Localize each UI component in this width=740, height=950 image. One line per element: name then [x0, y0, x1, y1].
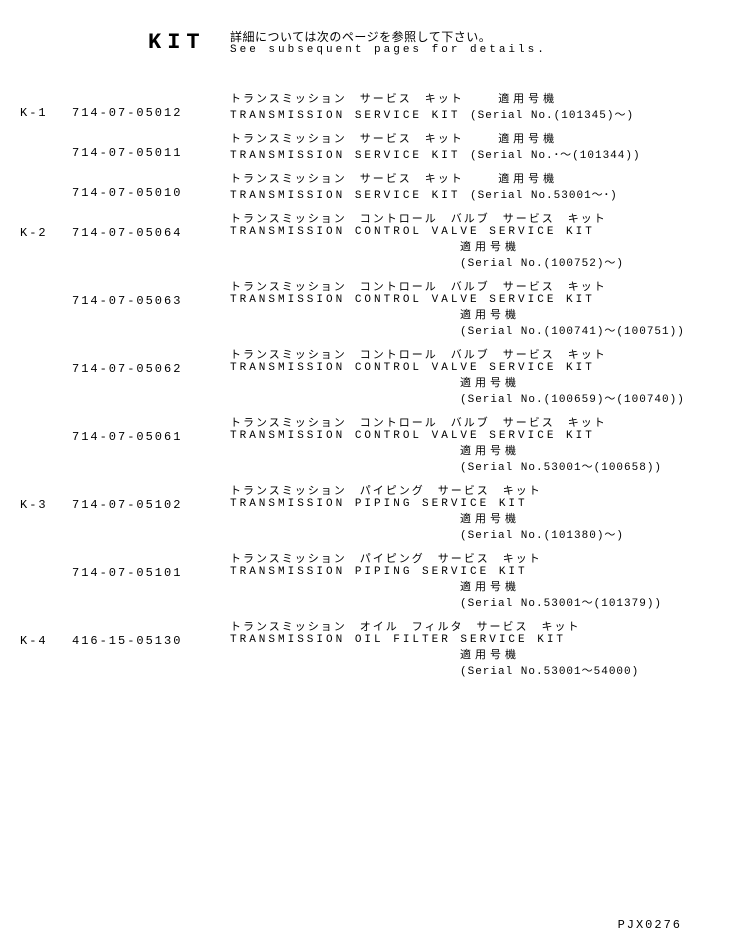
kit-row: 714-07-05063 トランスミッション コントロール バルブ サービス キッ…	[0, 278, 740, 338]
description-en: TRANSMISSION PIPING SERVICE KIT	[230, 498, 740, 510]
serial-label-jp: 適用号機	[498, 174, 558, 186]
description-block: トランスミッション パイピング サービス キットTRANSMISSION PIP…	[230, 482, 740, 542]
part-number: 714-07-05011	[72, 146, 182, 160]
description-en: TRANSMISSION SERVICE KIT (Serial No.･～(1…	[230, 146, 740, 162]
serial-label-jp: 適用号機	[230, 510, 740, 526]
page-title: KIT	[148, 30, 206, 55]
description-block: トランスミッション サービス キット 適用号機TRANSMISSION SERV…	[230, 130, 740, 162]
kit-row: K-3 714-07-05102 トランスミッション パイピング サービス キットT…	[0, 482, 740, 542]
serial-range: (Serial No.53001～(100658))	[230, 458, 740, 474]
part-number: 714-07-05063	[72, 294, 182, 308]
description-en: TRANSMISSION PIPING SERVICE KIT	[230, 566, 740, 578]
k-index: K-1	[20, 106, 48, 120]
kit-row: K-1 714-07-05012 トランスミッション サービス キット 適用号機TR…	[0, 90, 740, 122]
part-number: 416-15-05130	[72, 634, 182, 648]
description-jp: トランスミッション コントロール バルブ サービス キット	[230, 346, 740, 362]
serial-range: (Serial No.(101345)～)	[470, 110, 634, 122]
footer-code: PJX0276	[618, 918, 682, 932]
part-number: 714-07-05064	[72, 226, 182, 240]
part-number: 714-07-05012	[72, 106, 182, 120]
description-en: TRANSMISSION CONTROL VALVE SERVICE KIT	[230, 362, 740, 374]
serial-range: (Serial No.(100659)～(100740))	[230, 390, 740, 406]
part-number: 714-07-05062	[72, 362, 182, 376]
description-block: トランスミッション コントロール バルブ サービス キットTRANSMISSIO…	[230, 210, 740, 270]
description-en: TRANSMISSION OIL FILTER SERVICE KIT	[230, 634, 740, 646]
part-number: 714-07-05010	[72, 186, 182, 200]
description-en: TRANSMISSION SERVICE KIT (Serial No.(101…	[230, 106, 740, 122]
description-block: トランスミッション サービス キット 適用号機TRANSMISSION SERV…	[230, 90, 740, 122]
serial-range: (Serial No.53001～(101379))	[230, 594, 740, 610]
header-note-en: See subsequent pages for details.	[230, 44, 547, 56]
description-jp: トランスミッション サービス キット 適用号機	[230, 90, 740, 106]
serial-label-jp: 適用号機	[230, 306, 740, 322]
serial-label-jp: 適用号機	[498, 94, 558, 106]
kit-row: 714-07-05010 トランスミッション サービス キット 適用号機TRANS…	[0, 170, 740, 202]
serial-label-jp: 適用号機	[498, 134, 558, 146]
kit-list: K-1714-07-05012トランスミッション サービス キット 適用号機TR…	[0, 90, 740, 686]
part-number: 714-07-05101	[72, 566, 182, 580]
description-block: トランスミッション コントロール バルブ サービス キットTRANSMISSIO…	[230, 278, 740, 338]
serial-range: (Serial No.53001～･)	[470, 190, 618, 202]
description-block: トランスミッション コントロール バルブ サービス キットTRANSMISSIO…	[230, 346, 740, 406]
serial-range: (Serial No.･～(101344))	[470, 150, 641, 162]
kit-row: 714-07-05101 トランスミッション パイピング サービス キットTRAN…	[0, 550, 740, 610]
serial-range: (Serial No.(101380)～)	[230, 526, 740, 542]
description-jp: トランスミッション コントロール バルブ サービス キット	[230, 210, 740, 226]
description-en: TRANSMISSION CONTROL VALVE SERVICE KIT	[230, 294, 740, 306]
description-jp: トランスミッション サービス キット 適用号機	[230, 170, 740, 186]
header-note-jp: 詳細については次のページを参照して下さい。	[230, 28, 491, 45]
serial-range: (Serial No.(100752)～)	[230, 254, 740, 270]
serial-range: (Serial No.53001～54000)	[230, 662, 740, 678]
serial-label-jp: 適用号機	[230, 374, 740, 390]
k-index: K-3	[20, 498, 48, 512]
kit-row: K-2 714-07-05064 トランスミッション コントロール バルブ サービス…	[0, 210, 740, 270]
serial-label-jp: 適用号機	[230, 442, 740, 458]
k-index: K-4	[20, 634, 48, 648]
description-jp: トランスミッション パイピング サービス キット	[230, 482, 740, 498]
serial-range: (Serial No.(100741)～(100751))	[230, 322, 740, 338]
description-en: TRANSMISSION SERVICE KIT (Serial No.5300…	[230, 186, 740, 202]
description-block: トランスミッション パイピング サービス キットTRANSMISSION PIP…	[230, 550, 740, 610]
description-jp: トランスミッション パイピング サービス キット	[230, 550, 740, 566]
kit-row: K-4 416-15-05130 トランスミッション オイル フィルタ サービス キ…	[0, 618, 740, 678]
part-number: 714-07-05102	[72, 498, 182, 512]
description-block: トランスミッション コントロール バルブ サービス キットTRANSMISSIO…	[230, 414, 740, 474]
description-jp: トランスミッション サービス キット 適用号機	[230, 130, 740, 146]
description-en: TRANSMISSION CONTROL VALVE SERVICE KIT	[230, 430, 740, 442]
description-jp: トランスミッション オイル フィルタ サービス キット	[230, 618, 740, 634]
description-block: トランスミッション オイル フィルタ サービス キットTRANSMISSION …	[230, 618, 740, 678]
kit-row: 714-07-05061 トランスミッション コントロール バルブ サービス キッ…	[0, 414, 740, 474]
kit-row: 714-07-05062 トランスミッション コントロール バルブ サービス キッ…	[0, 346, 740, 406]
kit-row: 714-07-05011 トランスミッション サービス キット 適用号機TRANS…	[0, 130, 740, 162]
description-en: TRANSMISSION CONTROL VALVE SERVICE KIT	[230, 226, 740, 238]
serial-label-jp: 適用号機	[230, 238, 740, 254]
k-index: K-2	[20, 226, 48, 240]
description-jp: トランスミッション コントロール バルブ サービス キット	[230, 278, 740, 294]
description-jp: トランスミッション コントロール バルブ サービス キット	[230, 414, 740, 430]
description-block: トランスミッション サービス キット 適用号機TRANSMISSION SERV…	[230, 170, 740, 202]
serial-label-jp: 適用号機	[230, 646, 740, 662]
part-number: 714-07-05061	[72, 430, 182, 444]
serial-label-jp: 適用号機	[230, 578, 740, 594]
